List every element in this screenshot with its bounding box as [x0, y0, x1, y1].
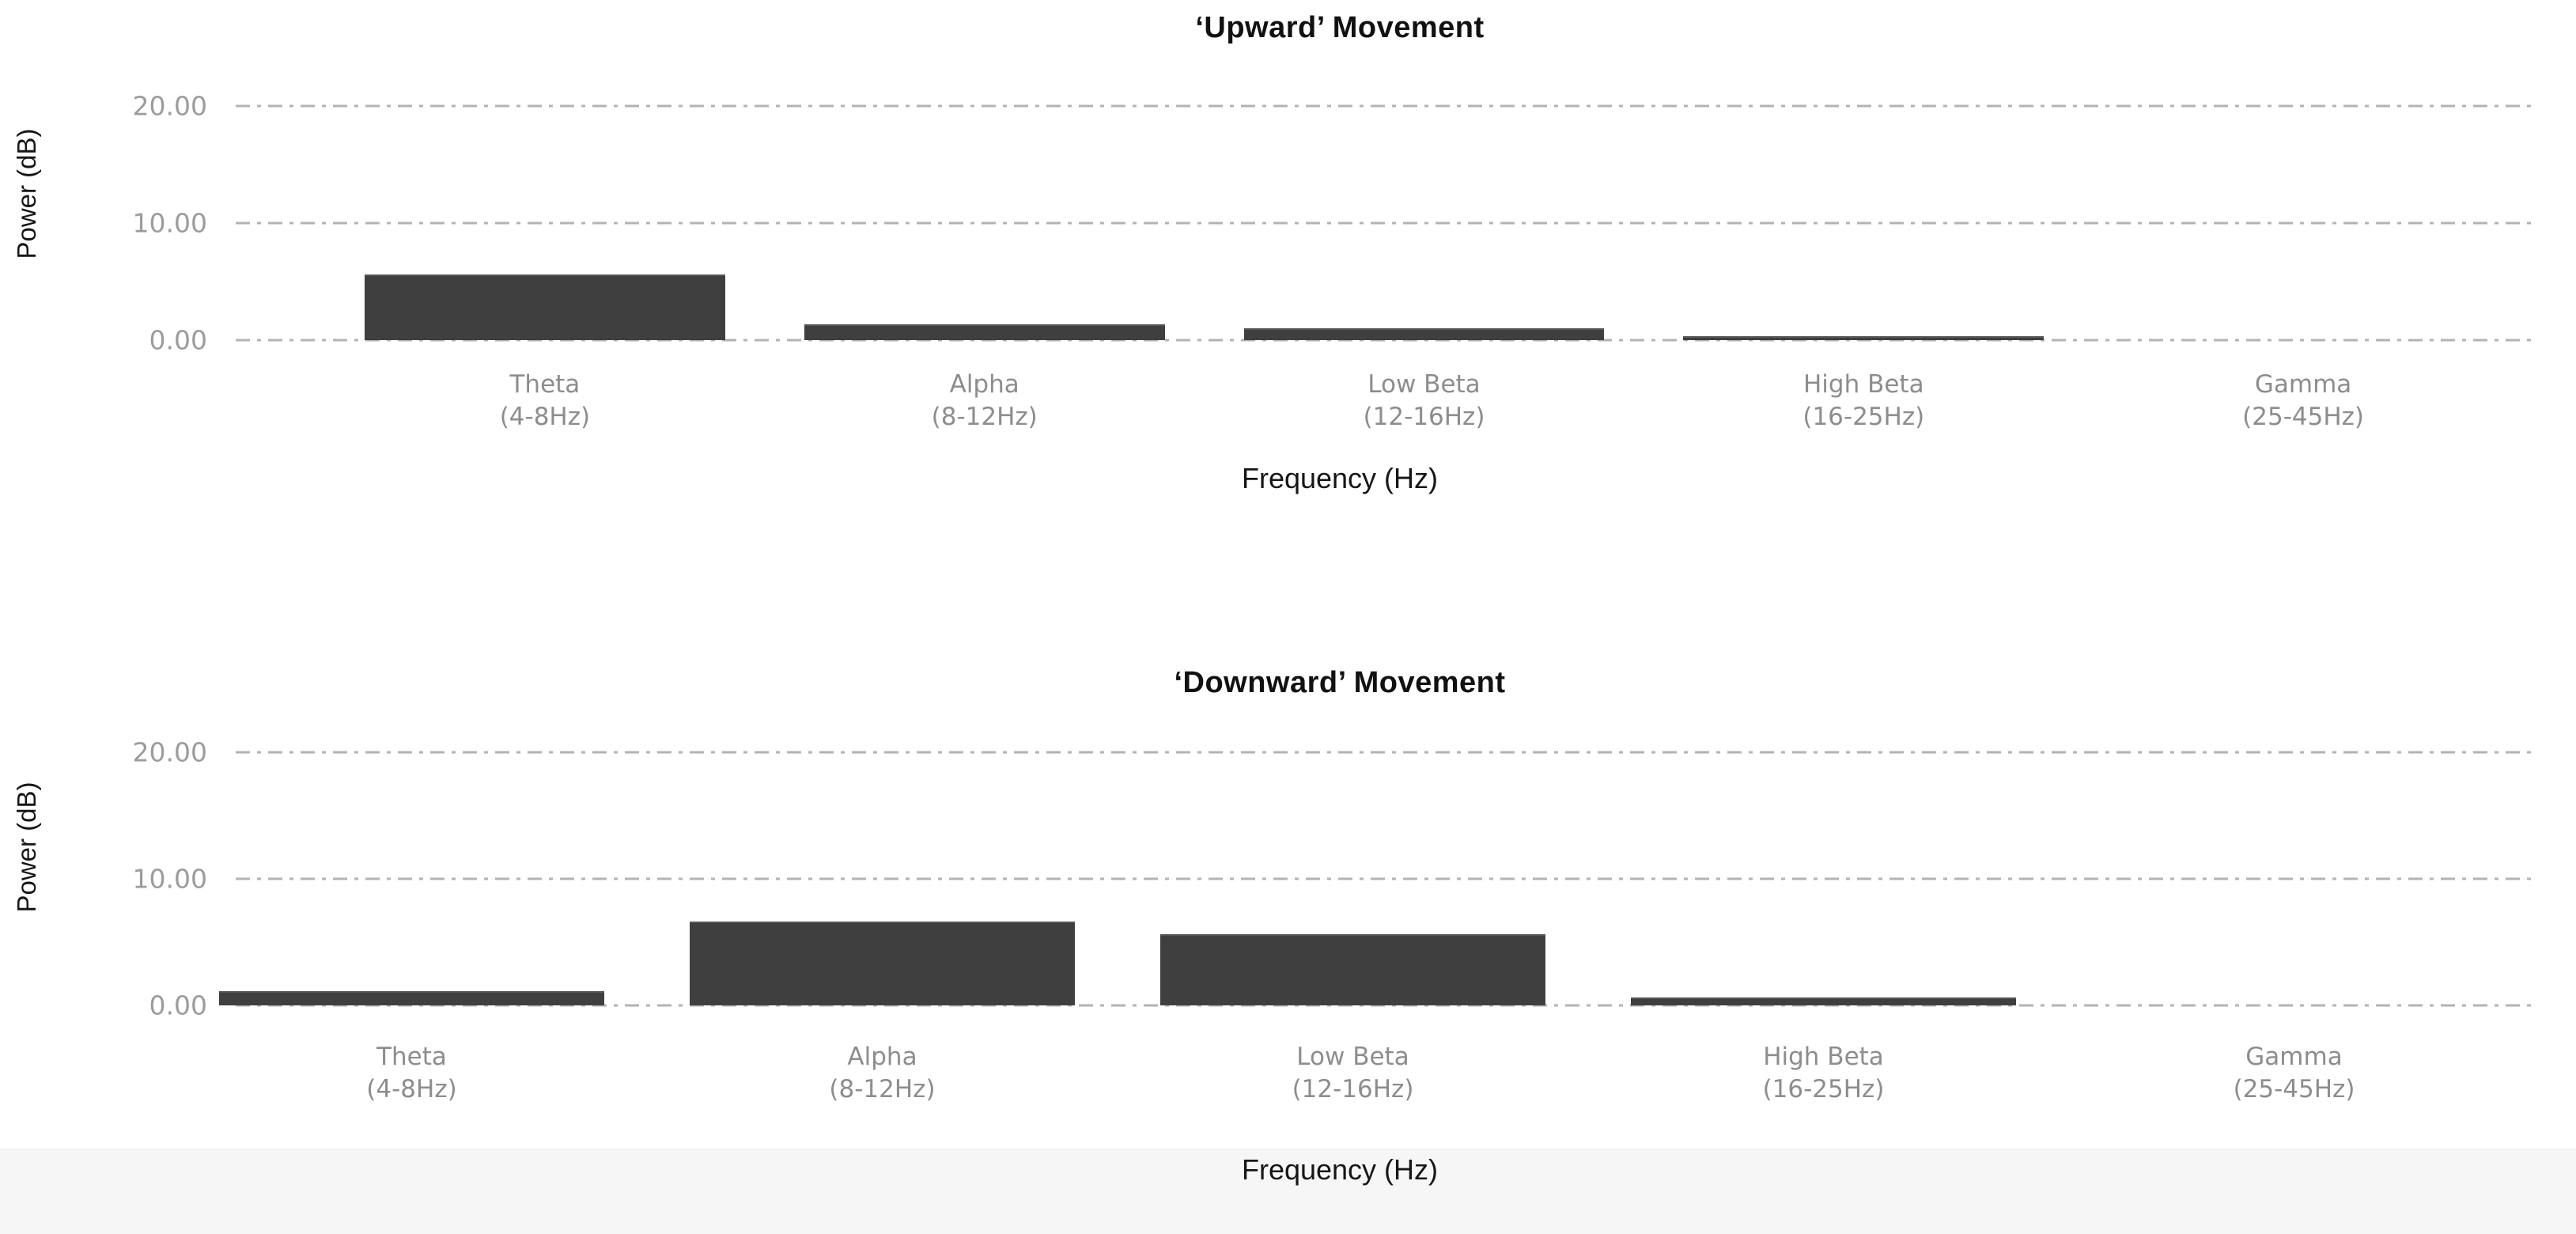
bar-slot — [1205, 47, 1644, 340]
bar-slot — [1588, 689, 2059, 1005]
category-label: Theta (4-8Hz) — [366, 1043, 457, 1103]
bar-high-beta — [1630, 997, 2017, 1005]
category-label: Gamma (25-45Hz) — [2242, 370, 2365, 431]
chart-title: ‘Downward’ Movement — [1174, 666, 1506, 699]
y-tick-label: 20.00 — [132, 90, 207, 122]
bar-low-beta — [1159, 934, 1546, 1005]
gridlines — [236, 47, 2531, 342]
bar-slot — [325, 47, 765, 340]
category-label: High Beta (16-25Hz) — [1802, 370, 1925, 431]
bar-slot — [1644, 47, 2083, 340]
category-label: Alpha (8-12Hz) — [931, 370, 1038, 431]
category-label: Low Beta (12-16Hz) — [1292, 1043, 1414, 1103]
bar-slot — [647, 689, 1118, 1005]
gridline-0.00 — [236, 1004, 2531, 1007]
category-labels: Theta (4-8Hz) Alpha (8-12Hz) Low Beta (12-16H… — [176, 1041, 2529, 1106]
category-labels: Theta (4-8Hz) Alpha (8-12Hz) Low Beta (12-16H… — [325, 369, 2523, 433]
gridline-20.00 — [236, 104, 2531, 108]
bar-slot — [765, 47, 1205, 340]
y-tick-label: 10.00 — [132, 207, 207, 239]
gridline-10.00 — [236, 877, 2531, 880]
y-tick-label: 0.00 — [149, 990, 207, 1021]
category-label: Gamma (25-45Hz) — [2233, 1043, 2355, 1103]
y-tick-label: 0.00 — [149, 324, 207, 356]
category-label: Theta (4-8Hz) — [499, 370, 591, 431]
bar-low-beta — [1243, 328, 1605, 340]
gridline-20.00 — [236, 751, 2531, 754]
bar-high-beta — [1683, 336, 2045, 340]
bar-alpha — [689, 922, 1076, 1005]
bar-theta — [365, 274, 725, 340]
y-tick-labels: 0.00 10.00 20.00 — [0, 47, 207, 356]
bar-slot — [1118, 689, 1588, 1005]
y-tick-labels: 0.00 10.00 20.00 — [0, 689, 207, 1021]
bar-theta — [218, 991, 605, 1005]
bar-alpha — [804, 324, 1165, 340]
bars — [176, 689, 2529, 1005]
category-label: High Beta (16-25Hz) — [1762, 1043, 1885, 1103]
downward-movement-chart: ‘Downward’ Movement Power (dB) 0.00 10.00… — [0, 657, 2576, 1233]
bar-slot — [2083, 47, 2523, 340]
page-footer-band — [0, 1149, 2576, 1234]
gridline-0.00 — [236, 339, 2531, 342]
gridlines — [236, 689, 2531, 1007]
upward-movement-chart: ‘Upward’ Movement Power (dB) 0.00 10.00 20… — [0, 11, 2531, 494]
y-tick-label: 20.00 — [132, 736, 207, 768]
y-tick-label: 10.00 — [132, 863, 207, 895]
category-label: Low Beta (12-16Hz) — [1363, 370, 1485, 431]
category-label: Alpha (8-12Hz) — [829, 1043, 936, 1103]
bar-slot — [176, 689, 647, 1005]
bars — [325, 47, 2523, 340]
x-axis-title: Frequency (Hz) — [1241, 1153, 1439, 1186]
chart-title: ‘Upward’ Movement — [1195, 11, 1485, 44]
gridline-10.00 — [236, 221, 2531, 225]
bar-slot — [2059, 689, 2529, 1005]
x-axis-title: Frequency (Hz) — [1241, 462, 1439, 494]
